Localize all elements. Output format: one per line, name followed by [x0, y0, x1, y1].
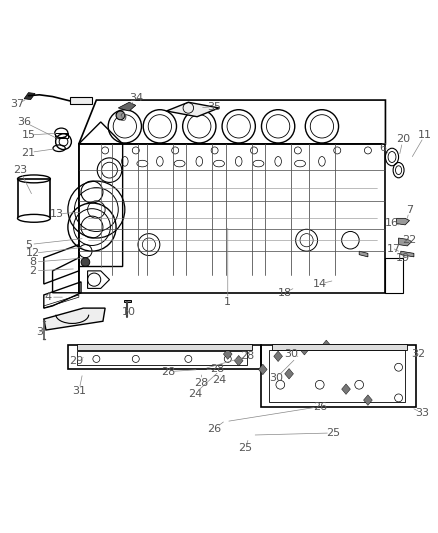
- Text: 6: 6: [380, 143, 387, 154]
- Text: 25: 25: [238, 443, 252, 453]
- Polygon shape: [342, 384, 350, 394]
- Text: 29: 29: [70, 356, 84, 366]
- Text: 33: 33: [416, 408, 430, 418]
- Polygon shape: [274, 351, 283, 361]
- Text: 12: 12: [26, 248, 40, 259]
- Text: 5: 5: [25, 240, 32, 249]
- Bar: [70, 96, 92, 104]
- Text: 10: 10: [122, 308, 136, 318]
- Polygon shape: [118, 102, 136, 111]
- Polygon shape: [364, 395, 372, 405]
- Text: 13: 13: [50, 209, 64, 219]
- Text: 32: 32: [411, 349, 425, 359]
- Text: 16: 16: [385, 217, 399, 228]
- Text: 9: 9: [119, 112, 126, 123]
- Text: 28: 28: [210, 365, 224, 374]
- Polygon shape: [258, 364, 267, 375]
- Text: 8: 8: [29, 257, 36, 267]
- Text: 21: 21: [21, 148, 35, 158]
- Text: 36: 36: [17, 117, 31, 127]
- Circle shape: [116, 111, 125, 120]
- Text: 18: 18: [278, 288, 292, 298]
- Text: 23: 23: [13, 165, 27, 175]
- Text: 3: 3: [36, 327, 43, 337]
- Text: 22: 22: [403, 235, 417, 245]
- Polygon shape: [44, 308, 105, 330]
- Text: 14: 14: [313, 279, 327, 289]
- Text: 2: 2: [29, 266, 36, 276]
- Polygon shape: [359, 251, 368, 257]
- Text: 28: 28: [194, 377, 208, 387]
- Circle shape: [81, 258, 90, 266]
- Bar: [124, 300, 131, 302]
- Text: 37: 37: [11, 100, 25, 109]
- Bar: [272, 344, 407, 350]
- Text: 34: 34: [129, 93, 143, 103]
- Bar: [77, 344, 252, 350]
- Polygon shape: [24, 93, 35, 100]
- Text: 4: 4: [45, 292, 52, 302]
- Bar: [55, 133, 68, 138]
- Text: 26: 26: [208, 424, 222, 433]
- Text: 30: 30: [284, 349, 298, 359]
- Text: 1: 1: [224, 296, 231, 306]
- Text: 7: 7: [406, 205, 413, 215]
- Bar: [77, 351, 247, 365]
- Bar: [269, 350, 405, 402]
- Text: 28: 28: [240, 351, 254, 361]
- Polygon shape: [223, 349, 232, 359]
- Polygon shape: [399, 238, 412, 246]
- Bar: [18, 179, 50, 219]
- Text: 17: 17: [387, 244, 401, 254]
- Text: 35: 35: [208, 102, 222, 111]
- Text: 15: 15: [21, 130, 35, 140]
- Text: 20: 20: [396, 134, 410, 144]
- Text: 31: 31: [72, 386, 86, 397]
- Text: 24: 24: [212, 375, 226, 385]
- Ellipse shape: [18, 214, 50, 222]
- Polygon shape: [234, 356, 243, 366]
- Text: 28: 28: [162, 367, 176, 377]
- Polygon shape: [285, 368, 293, 379]
- Text: 11: 11: [418, 130, 432, 140]
- Text: 25: 25: [326, 428, 340, 438]
- Text: 24: 24: [188, 389, 202, 399]
- Polygon shape: [166, 102, 219, 117]
- Polygon shape: [396, 219, 410, 225]
- Text: 26: 26: [313, 402, 327, 411]
- Polygon shape: [300, 344, 309, 355]
- Text: 30: 30: [269, 373, 283, 383]
- Polygon shape: [401, 251, 414, 257]
- Polygon shape: [322, 340, 331, 351]
- Text: 19: 19: [396, 253, 410, 263]
